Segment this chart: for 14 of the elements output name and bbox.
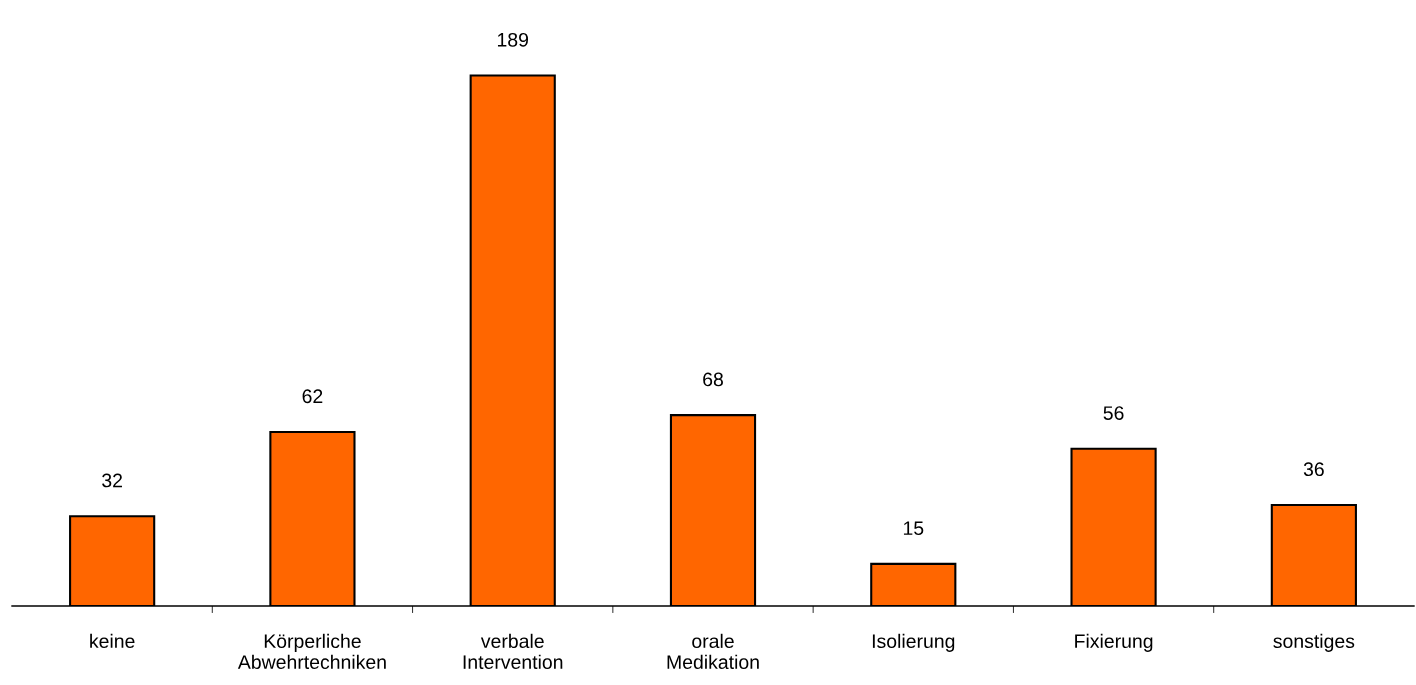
x-tick-label: sonstiges [1273, 633, 1355, 652]
data-label: 15 [903, 521, 924, 536]
x-tick-label: Fixierung [1075, 633, 1153, 652]
x-tick-label: verbale Intervention [463, 633, 563, 669]
x-tick-label: Isolierung [872, 633, 955, 652]
data-label: 62 [302, 389, 323, 404]
data-label: 32 [102, 473, 122, 488]
x-tick-label: Körperliche Abwehrtechniken [237, 633, 386, 669]
data-label: 36 [1303, 462, 1324, 477]
data-label: 68 [703, 372, 723, 387]
data-label: 189 [497, 32, 529, 47]
x-tick-label: keine [90, 633, 135, 649]
x-tick-label: orale Medikation [667, 633, 759, 669]
data-label: 56 [1103, 406, 1124, 420]
